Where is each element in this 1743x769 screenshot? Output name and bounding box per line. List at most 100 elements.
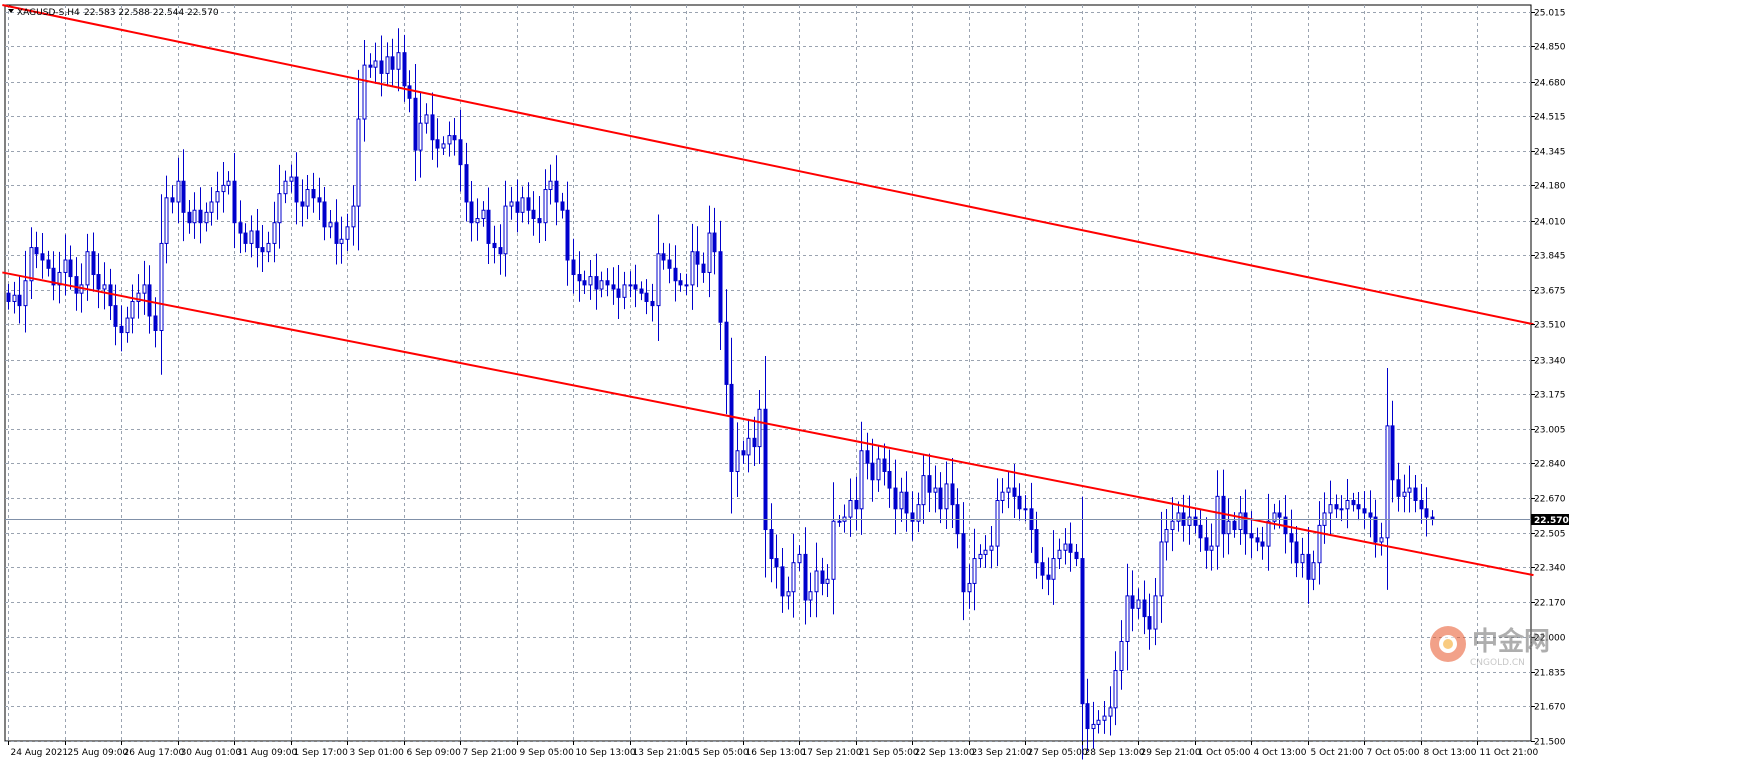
candle-body-down [605, 280, 610, 286]
candle-body-down [1017, 495, 1022, 510]
candle [1328, 480, 1333, 535]
candle-body-up [520, 197, 525, 213]
candle [1339, 495, 1344, 522]
candle-body-up [1339, 508, 1344, 511]
candle [447, 121, 452, 157]
candle [1311, 550, 1316, 591]
candle-body-down [1260, 541, 1265, 547]
candle [774, 534, 779, 589]
candle [995, 478, 1000, 567]
candle-body-up [786, 591, 791, 597]
candle-body-up [373, 60, 378, 68]
candle [678, 273, 683, 292]
candle [1113, 651, 1118, 726]
candle [1334, 494, 1339, 518]
candle-body-down [526, 197, 531, 211]
candle [452, 117, 457, 156]
candle-body-down [1424, 508, 1429, 518]
candle-body-down [181, 180, 186, 213]
candle [701, 252, 706, 283]
candle [757, 390, 762, 464]
candle-body-down [119, 325, 124, 334]
y-tick-label: 23.340 [1534, 357, 1566, 367]
candle [91, 232, 96, 292]
candle [12, 281, 17, 314]
candle [825, 564, 830, 598]
x-tick-label: 10 Sep 13:00 [576, 748, 636, 758]
candle [944, 461, 949, 529]
candle [978, 544, 983, 568]
candle [1102, 700, 1107, 734]
candle-body-down [1430, 516, 1435, 520]
candle-body-up [859, 450, 864, 510]
candle [735, 422, 740, 498]
candle-body-up [933, 487, 938, 493]
candle-body-down [1396, 479, 1401, 497]
x-tick-label: 7 Sep 21:00 [463, 748, 518, 758]
candle-body-down [1040, 562, 1045, 576]
x-tick-label: 22 Sep 13:00 [915, 748, 975, 758]
candle-body-down [486, 209, 491, 244]
channel-trendline[interactable] [2, 271, 1534, 577]
candle [899, 477, 904, 522]
trendlines[interactable] [2, 4, 1534, 577]
candle [305, 175, 310, 220]
candle-body-down [368, 64, 373, 68]
candle-body-down [577, 274, 582, 282]
candle-body-down [1074, 551, 1079, 560]
candle [1040, 547, 1045, 590]
candle [1051, 530, 1056, 605]
candle [854, 476, 859, 531]
candle-body-down [238, 222, 243, 234]
collapse-arrow-icon[interactable] [8, 9, 14, 13]
candle-body-up [136, 292, 141, 302]
candle-body-up [1108, 707, 1113, 717]
candle-body-up [266, 242, 271, 253]
candle-body-up [1125, 595, 1130, 642]
candle [1063, 528, 1068, 565]
candle [498, 224, 503, 275]
candle [786, 576, 791, 610]
candle-body-up [142, 284, 147, 294]
candle [876, 445, 881, 492]
candle [458, 109, 463, 192]
candle-body-up [351, 205, 356, 228]
candle [209, 187, 214, 226]
candle [1085, 678, 1090, 751]
y-tick-label: 22.170 [1534, 599, 1566, 609]
chart-header: XAGUSD-S,H4 22.583 22.588 22.544 22.570 [8, 8, 219, 18]
candle-body-down [950, 483, 955, 506]
candle [763, 355, 768, 578]
x-tick-label: 29 Sep 21:00 [1141, 748, 1201, 758]
candle-body-up [226, 180, 231, 186]
candle [639, 281, 644, 301]
candle [176, 157, 181, 224]
symbol-title: XAGUSD-S,H4 [17, 8, 80, 18]
candle-body-up [441, 143, 446, 149]
candle-body-up [164, 197, 169, 244]
candle-body-down [571, 259, 576, 276]
plot-area[interactable] [4, 4, 1532, 742]
candle [983, 535, 988, 569]
candle-body-up [1006, 487, 1011, 493]
candle [1187, 495, 1192, 545]
candle [6, 284, 11, 310]
candle [481, 201, 486, 227]
candle-body-up [622, 284, 627, 298]
candle [1034, 511, 1039, 579]
price-axis[interactable]: 25.015 24.850 24.680 24.515 24.345 24.180 24.0… [1531, 9, 1566, 748]
candle [661, 242, 666, 270]
candle-body-down [1419, 500, 1424, 510]
candle [345, 213, 350, 252]
candle-body-down [435, 139, 440, 149]
candle-body-down [712, 232, 717, 253]
candle [605, 268, 610, 297]
channel-trendline[interactable] [2, 4, 1534, 326]
candle-body-down [1232, 520, 1237, 531]
candle-body-up [503, 205, 508, 255]
candle-body-up [543, 189, 548, 224]
candle-body-up [1063, 543, 1068, 551]
